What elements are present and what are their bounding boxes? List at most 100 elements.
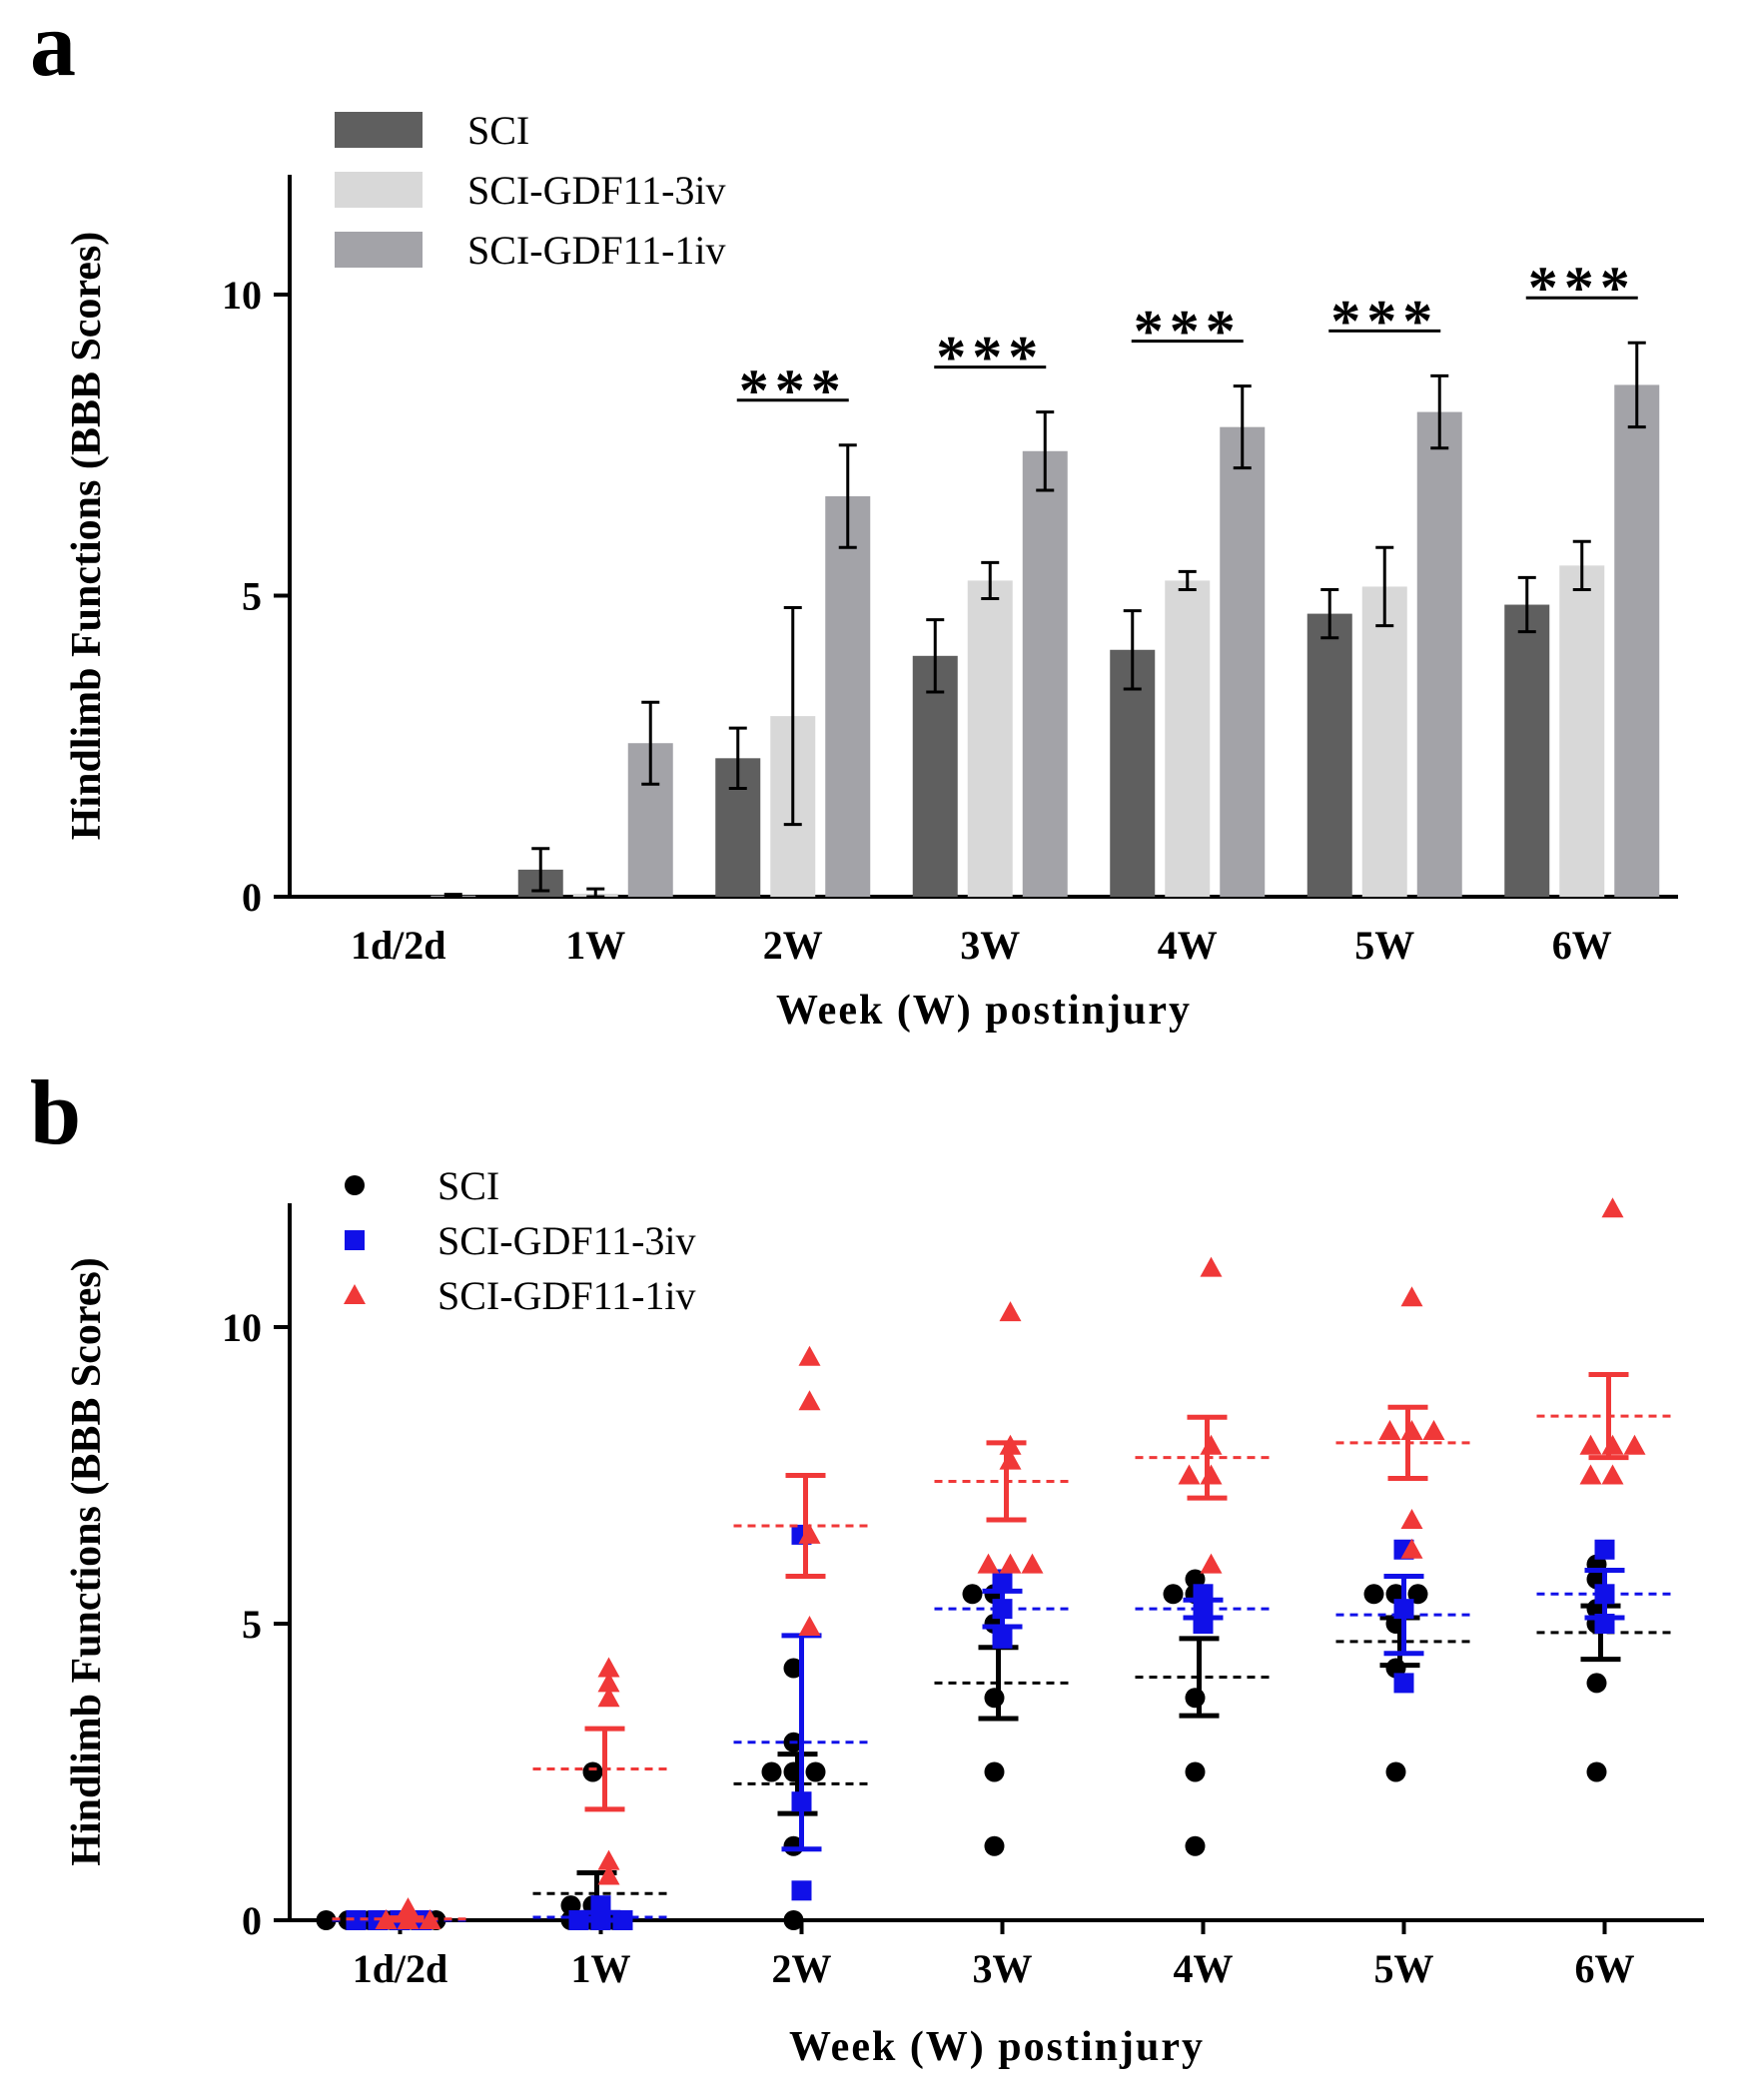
data-point [1422, 1419, 1445, 1440]
data-point [597, 1657, 620, 1678]
data-point [1586, 1673, 1607, 1694]
data-point [597, 1672, 620, 1693]
data-point [984, 1835, 1005, 1856]
legend-swatch [335, 112, 423, 148]
panel-letter-a: a [30, 0, 76, 95]
panel-b: b 0 5 10 1d/2d 1W 2W 3W 4W 5W 6W Hindlimb Functions… [30, 1061, 1704, 2070]
legend-swatch [335, 232, 423, 268]
significance-label: *** [739, 357, 847, 423]
y-tick-label: 5 [242, 1602, 262, 1647]
bar [1361, 586, 1407, 897]
data-point [397, 1897, 420, 1918]
data-point [1200, 1553, 1223, 1574]
x-tick-label: 4W [1158, 923, 1218, 968]
data-point [977, 1553, 1000, 1574]
data-point [1185, 1835, 1206, 1856]
x-axis-title: Week (W) postinjury [789, 2024, 1205, 2070]
x-tick-label: 6W [1552, 923, 1612, 968]
panel-letter-b: b [30, 1061, 81, 1163]
y-tick-label: 10 [222, 1305, 262, 1350]
x-tick-label: 3W [960, 923, 1020, 968]
bar [1022, 450, 1068, 897]
bar [1559, 565, 1605, 897]
legend-marker [345, 1230, 365, 1250]
y-axis-title: Hindlimb Functions (BBB Scores) [64, 1257, 110, 1866]
y-tick-label: 10 [222, 273, 262, 318]
data-point [1200, 1256, 1223, 1277]
significance-label: *** [1330, 288, 1438, 353]
data-point [1586, 1761, 1607, 1782]
panel-a: a 0 5 10 1d/2d 1W 2W 3W 4W 5W 6W Hindlimb Functions… [30, 0, 1678, 1034]
data-point [1200, 1434, 1223, 1455]
legend-label: SCI-GDF11-3iv [437, 1218, 696, 1263]
data-point [597, 1864, 620, 1885]
y-tick-label: 5 [242, 574, 262, 619]
x-tick-label: 5W [1354, 923, 1414, 968]
data-point [1393, 1673, 1414, 1694]
legend-label: SCI-GDF11-1iv [467, 228, 726, 273]
data-point [984, 1688, 1005, 1709]
data-point [1623, 1434, 1646, 1455]
data-point [962, 1584, 983, 1605]
data-point [798, 1390, 821, 1411]
data-point [1400, 1509, 1423, 1530]
data-point [999, 1301, 1022, 1322]
data-point [1178, 1464, 1201, 1485]
data-point [984, 1761, 1005, 1782]
x-axis-title: Week (W) postinjury [776, 988, 1192, 1034]
bar [1110, 649, 1156, 897]
data-point [1579, 1434, 1602, 1455]
legend-marker [344, 1284, 366, 1304]
x-tick-label: 1W [571, 1946, 631, 1991]
bar [1306, 613, 1352, 897]
y-tick-label: 0 [242, 875, 262, 920]
x-tick-label: 2W [772, 1946, 832, 1991]
data-point [1601, 1434, 1624, 1455]
data-point [761, 1761, 782, 1782]
data-point [1021, 1553, 1044, 1574]
data-point [316, 1910, 337, 1930]
x-tick-label: 1d/2d [353, 1946, 448, 1991]
data-point [1601, 1197, 1624, 1218]
data-point [805, 1761, 826, 1782]
data-point [597, 1849, 620, 1870]
data-point [798, 1615, 821, 1636]
data-point [783, 1658, 804, 1679]
data-point [783, 1910, 804, 1930]
x-tick-label: 4W [1174, 1946, 1234, 1991]
data-point [568, 1910, 589, 1930]
x-tick-label: 2W [763, 923, 823, 968]
data-point [1185, 1761, 1206, 1782]
data-point [346, 1910, 367, 1930]
legend-label: SCI [467, 108, 529, 153]
data-point [1378, 1419, 1401, 1440]
data-point [582, 1761, 603, 1782]
data-point [1163, 1584, 1184, 1605]
data-point [992, 1569, 1013, 1590]
significance-label: *** [1134, 299, 1242, 364]
x-tick-label: 1W [565, 923, 625, 968]
data-point [1400, 1538, 1423, 1559]
x-tick-label: 1d/2d [351, 923, 446, 968]
data-point [1185, 1688, 1206, 1709]
data-point [999, 1553, 1022, 1574]
x-tick-label: 6W [1575, 1946, 1635, 1991]
data-point [1594, 1539, 1615, 1560]
data-point [798, 1345, 821, 1366]
data-point [1400, 1286, 1423, 1307]
data-point [992, 1628, 1013, 1649]
data-point [1363, 1584, 1384, 1605]
data-point [1601, 1464, 1624, 1485]
data-point [612, 1910, 633, 1930]
legend-marker [345, 1175, 365, 1195]
bar [1165, 580, 1211, 897]
bar [1504, 604, 1550, 897]
legend-swatch [335, 172, 423, 208]
legend-label: SCI [437, 1163, 499, 1208]
data-point [791, 1880, 812, 1901]
significance-label: *** [1528, 255, 1636, 321]
bar [1220, 426, 1266, 897]
x-tick-label: 3W [973, 1946, 1033, 1991]
bar [912, 655, 958, 897]
